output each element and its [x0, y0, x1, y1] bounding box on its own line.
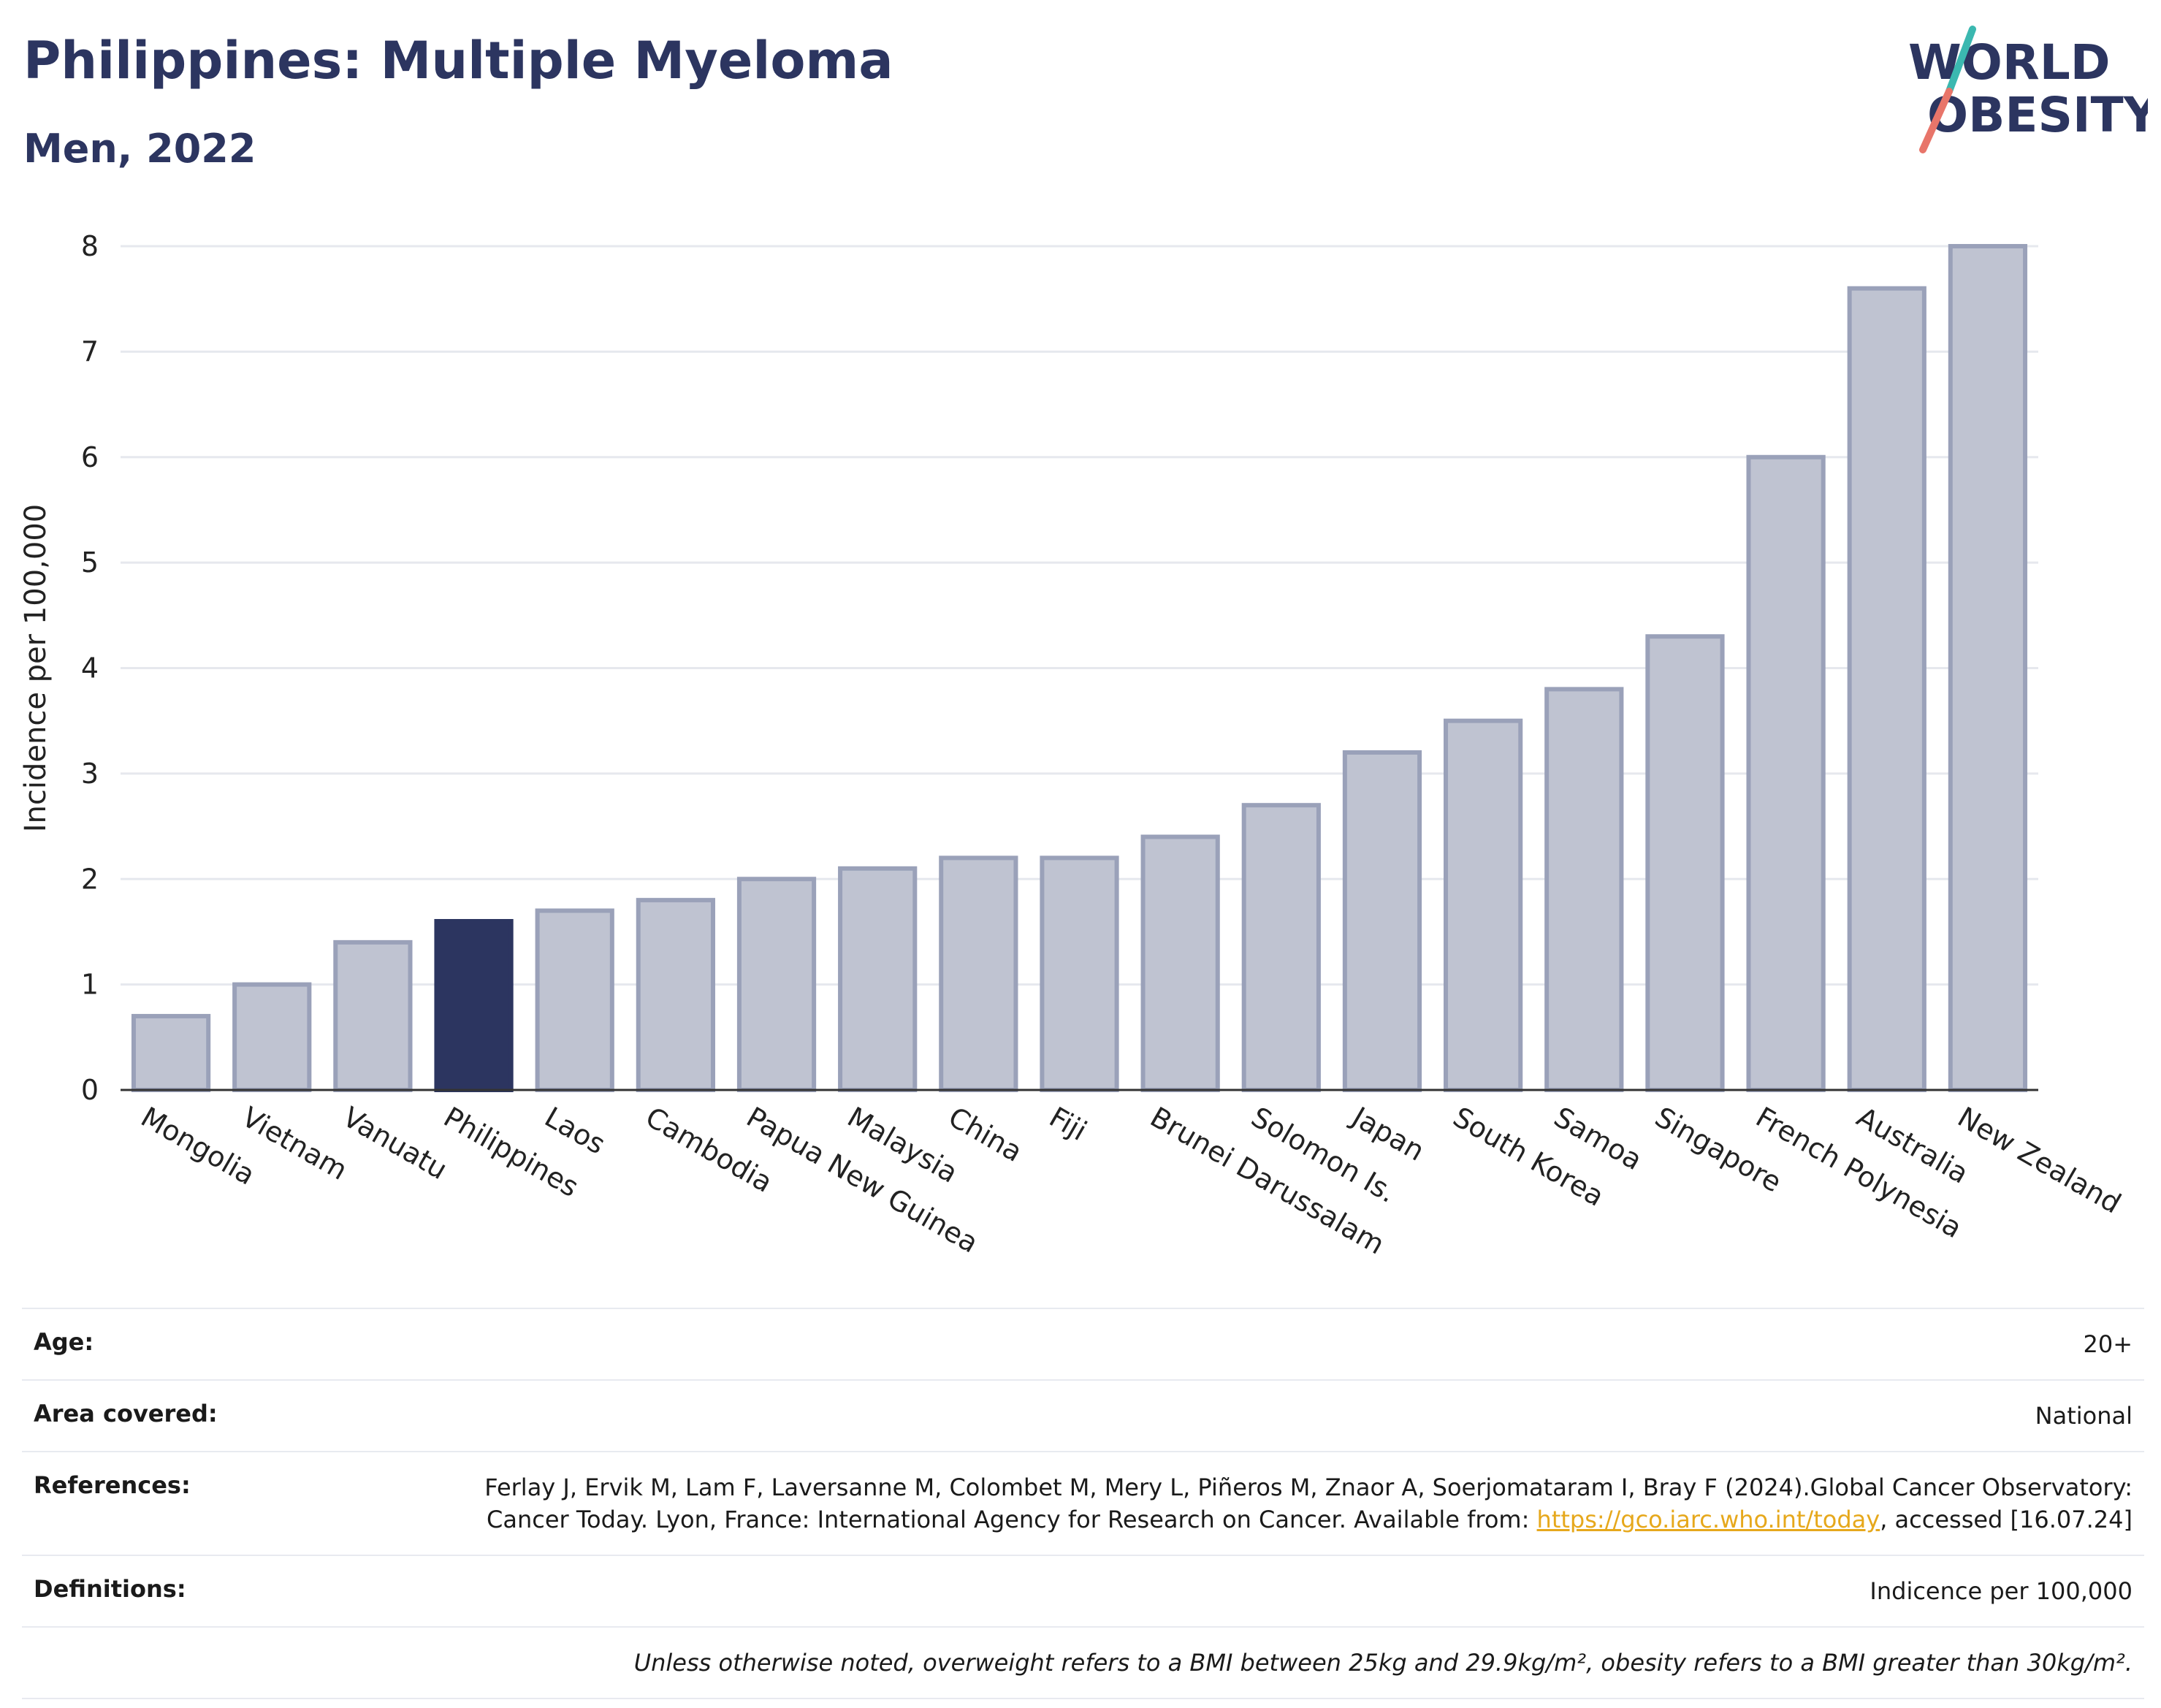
bar-cambodia — [636, 898, 715, 1092]
area-value: National — [2035, 1402, 2133, 1430]
age-label: Age: — [34, 1328, 94, 1356]
bar-samoa — [1544, 687, 1624, 1092]
bar-mongolia — [131, 1013, 211, 1092]
x-tick-label: Laos — [539, 1101, 611, 1161]
references-suffix: , accessed [16.07.24] — [1880, 1506, 2133, 1533]
info-row-age: Age: 20+ — [22, 1308, 2144, 1379]
bar-brunei-darussalam — [1140, 834, 1220, 1092]
info-row-area: Area covered: National — [22, 1379, 2144, 1451]
y-tick-label: 4 — [81, 652, 99, 685]
x-tick-label: Vanuatu — [338, 1101, 453, 1186]
info-table: Age: 20+ Area covered: National Referenc… — [22, 1308, 2144, 1699]
bar-solomon-is — [1241, 803, 1321, 1092]
age-value: 20+ — [2083, 1330, 2133, 1358]
y-tick-label: 5 — [81, 546, 99, 579]
y-tick-label: 0 — [81, 1074, 99, 1106]
bar-new-zealand — [1948, 244, 2028, 1092]
references-value: Ferlay J, Ervik M, Lam F, Laversanne M, … — [452, 1471, 2133, 1536]
y-tick-label: 2 — [81, 863, 99, 895]
references-label: References: — [34, 1471, 191, 1499]
bar-south-korea — [1444, 718, 1523, 1092]
y-axis-title: Incidence per 100,000 — [19, 504, 53, 833]
bar-singapore — [1645, 634, 1725, 1092]
references-text: Ferlay J, Ervik M, Lam F, Laversanne M, … — [484, 1473, 2133, 1533]
footnote: Unless otherwise noted, overweight refer… — [633, 1649, 2133, 1677]
y-tick-label: 1 — [81, 969, 99, 1001]
y-axis-ticks: 0 1 2 3 4 5 6 7 8 — [81, 230, 99, 1106]
bar-malaysia — [838, 866, 918, 1092]
bar-philippines — [434, 919, 514, 1092]
bar-chart: 0 1 2 3 4 5 6 7 8 MongoliaVietnamVanuatuPhilippi… — [19, 230, 2127, 1261]
definitions-value: Indicence per 100,000 — [1870, 1577, 2133, 1605]
logo-text-world: WORLD — [1908, 34, 2111, 91]
y-tick-label: 3 — [81, 758, 99, 790]
bar-vanuatu — [333, 939, 413, 1092]
y-tick-label: 8 — [81, 230, 99, 262]
info-row-definitions: Definitions: Indicence per 100,000 — [22, 1555, 2144, 1626]
y-tick-label: 6 — [81, 441, 99, 473]
page-subtitle: Men, 2022 — [23, 126, 256, 172]
bar-japan — [1342, 750, 1422, 1092]
y-tick-label: 7 — [81, 335, 99, 367]
info-row-footnote: Unless otherwise noted, overweight refer… — [22, 1626, 2144, 1699]
bar-vietnam — [232, 982, 312, 1092]
x-tick-label: Fiji — [1044, 1101, 1092, 1147]
logo-slash-coral — [1919, 88, 1953, 153]
info-row-references: References: Ferlay J, Ervik M, Lam F, La… — [22, 1451, 2144, 1555]
x-tick-label: Mongolia — [136, 1101, 261, 1192]
logo-text-obesity: OBESITY — [1927, 87, 2148, 143]
definitions-label: Definitions: — [34, 1575, 186, 1603]
x-tick-label: New Zealand — [1952, 1101, 2126, 1220]
logo-slash-teal — [1945, 26, 1976, 95]
bar-papua-new-guinea — [736, 877, 817, 1092]
page-title: Philippines: Multiple Myeloma — [23, 31, 893, 91]
bar-fiji — [1040, 855, 1119, 1092]
bar-french-polynesia — [1746, 454, 1826, 1092]
bar-china — [939, 855, 1018, 1092]
references-link[interactable]: https://gco.iarc.who.int/today — [1536, 1506, 1880, 1533]
world-obesity-logo: WORLD OBESITY — [1908, 26, 2148, 153]
area-label: Area covered: — [34, 1400, 218, 1427]
bar-laos — [535, 908, 614, 1092]
bar-australia — [1847, 286, 1926, 1092]
